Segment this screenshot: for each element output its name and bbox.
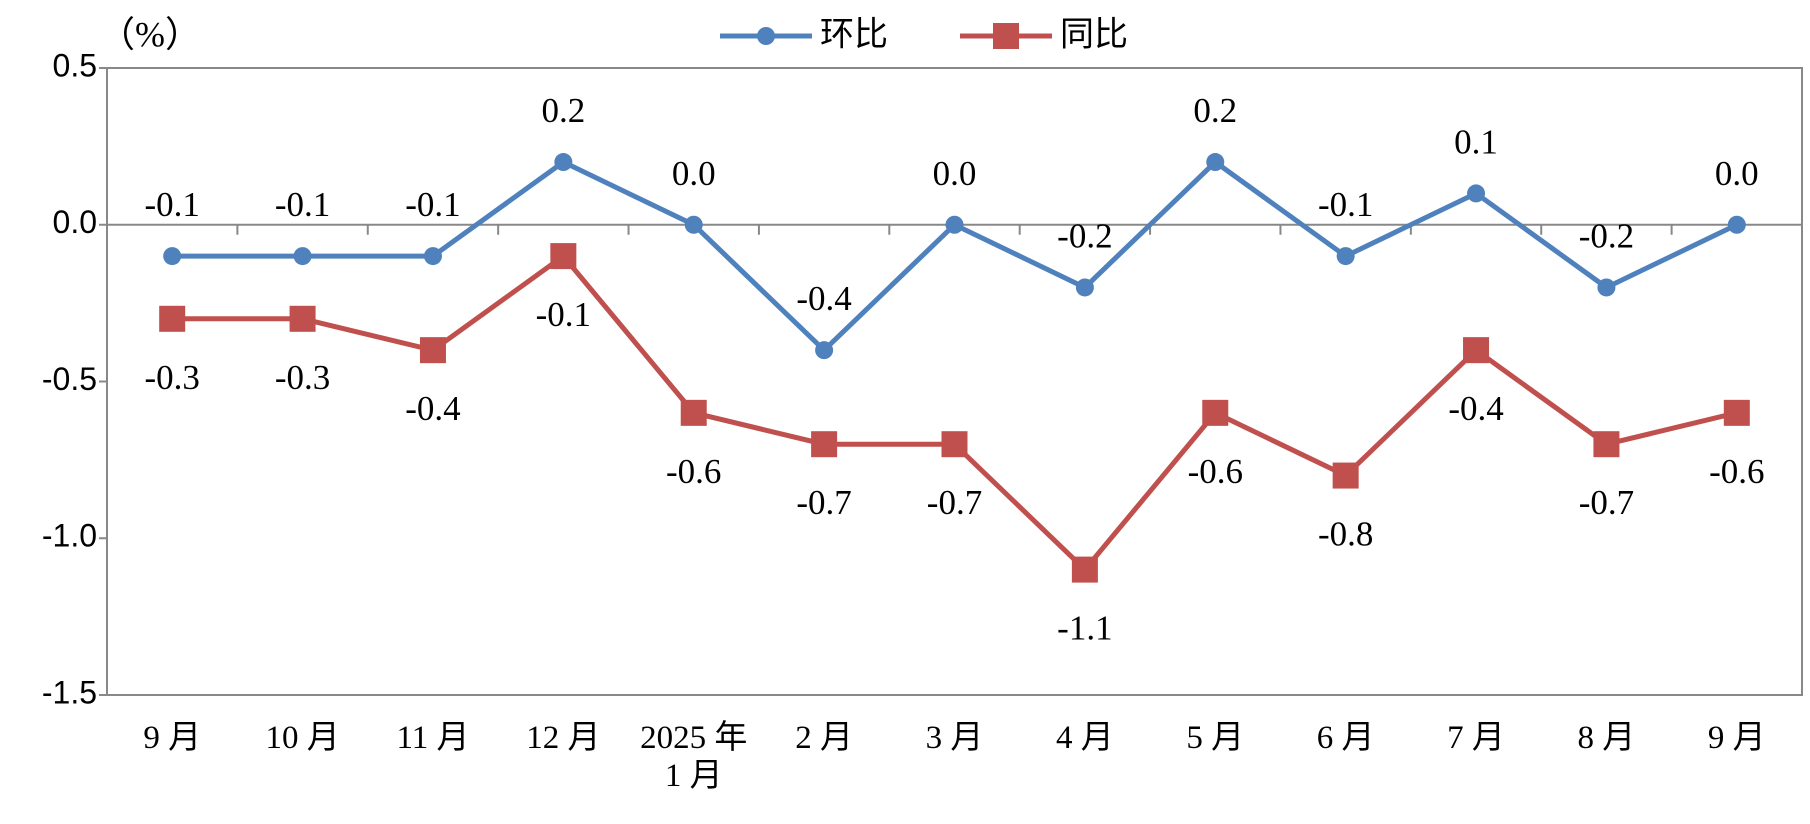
data-label: -0.4 <box>796 279 851 318</box>
x-tick-label: 11 月 <box>396 720 470 756</box>
y-tick-label: 0.0 <box>53 204 97 240</box>
marker <box>1075 278 1094 297</box>
x-tick-label: 2 月 <box>795 720 853 756</box>
marker <box>1467 184 1486 203</box>
marker <box>1071 556 1098 583</box>
data-label: -0.6 <box>1709 452 1764 491</box>
x-tick-label: 8 月 <box>1577 720 1636 756</box>
marker <box>550 243 577 270</box>
data-label: -0.3 <box>144 358 199 397</box>
marker <box>811 431 838 458</box>
data-label: -0.7 <box>1579 483 1634 522</box>
marker <box>163 247 182 266</box>
legend-label: 环比 <box>820 15 888 55</box>
data-label: -0.1 <box>405 185 460 224</box>
marker <box>1597 278 1616 297</box>
marker <box>684 215 703 234</box>
data-label: -0.7 <box>927 483 982 522</box>
data-label: 0.0 <box>933 154 977 193</box>
data-label: -0.1 <box>144 185 199 224</box>
marker <box>941 431 968 458</box>
data-label: -0.7 <box>796 483 851 522</box>
marker <box>1727 215 1746 234</box>
marker <box>423 247 442 266</box>
marker <box>554 153 573 172</box>
marker <box>293 247 312 266</box>
marker <box>680 399 707 426</box>
x-tick-label: 7 月 <box>1447 720 1505 756</box>
data-label: -0.6 <box>1188 452 1243 491</box>
marker <box>159 305 186 332</box>
y-axis-label: （%） <box>99 14 201 54</box>
data-label: -0.8 <box>1318 515 1373 554</box>
x-tick-label: 9 月 <box>143 720 202 756</box>
marker <box>945 215 964 234</box>
marker <box>1463 337 1490 364</box>
data-label: 0.0 <box>672 154 716 193</box>
x-tick-label: 9 月 <box>1707 720 1766 756</box>
marker <box>419 337 446 364</box>
marker <box>815 341 834 360</box>
data-label: -0.2 <box>1579 216 1634 255</box>
x-tick-label: 5 月 <box>1186 720 1245 756</box>
marker <box>1206 153 1225 172</box>
x-tick-label: 6 月 <box>1316 720 1375 756</box>
x-tick-label: 12 月 <box>526 720 601 756</box>
x-tick-label: 10 月 <box>265 720 340 756</box>
data-label: -0.3 <box>275 358 330 397</box>
data-label: -0.6 <box>666 452 721 491</box>
legend-marker <box>757 27 775 45</box>
x-tick-label: 2025 年 1 月 <box>640 720 748 794</box>
y-tick-label: -1.0 <box>42 518 97 554</box>
data-label: -0.4 <box>405 389 460 428</box>
data-label: 0.0 <box>1715 154 1759 193</box>
x-tick-label: 4 月 <box>1056 720 1114 756</box>
data-label: -0.2 <box>1057 216 1112 255</box>
data-label: 0.2 <box>541 91 585 130</box>
y-tick-label: -1.5 <box>42 674 97 710</box>
data-label: -0.4 <box>1448 389 1503 428</box>
data-label: -0.1 <box>275 185 330 224</box>
legend-label: 同比 <box>1060 15 1128 55</box>
marker <box>1202 399 1229 426</box>
data-label: -0.1 <box>1318 185 1373 224</box>
y-tick-label: -0.5 <box>42 361 97 397</box>
marker <box>1593 431 1620 458</box>
data-label: 0.1 <box>1454 122 1498 161</box>
marker <box>289 305 316 332</box>
data-label: -1.1 <box>1057 609 1112 648</box>
y-tick-label: 0.5 <box>53 47 97 83</box>
marker <box>1332 462 1359 489</box>
legend-marker <box>993 23 1019 49</box>
data-label: -0.1 <box>536 295 591 334</box>
data-label: 0.2 <box>1193 91 1237 130</box>
x-tick-label: 3 月 <box>925 720 984 756</box>
marker <box>1336 247 1355 266</box>
marker <box>1723 399 1750 426</box>
